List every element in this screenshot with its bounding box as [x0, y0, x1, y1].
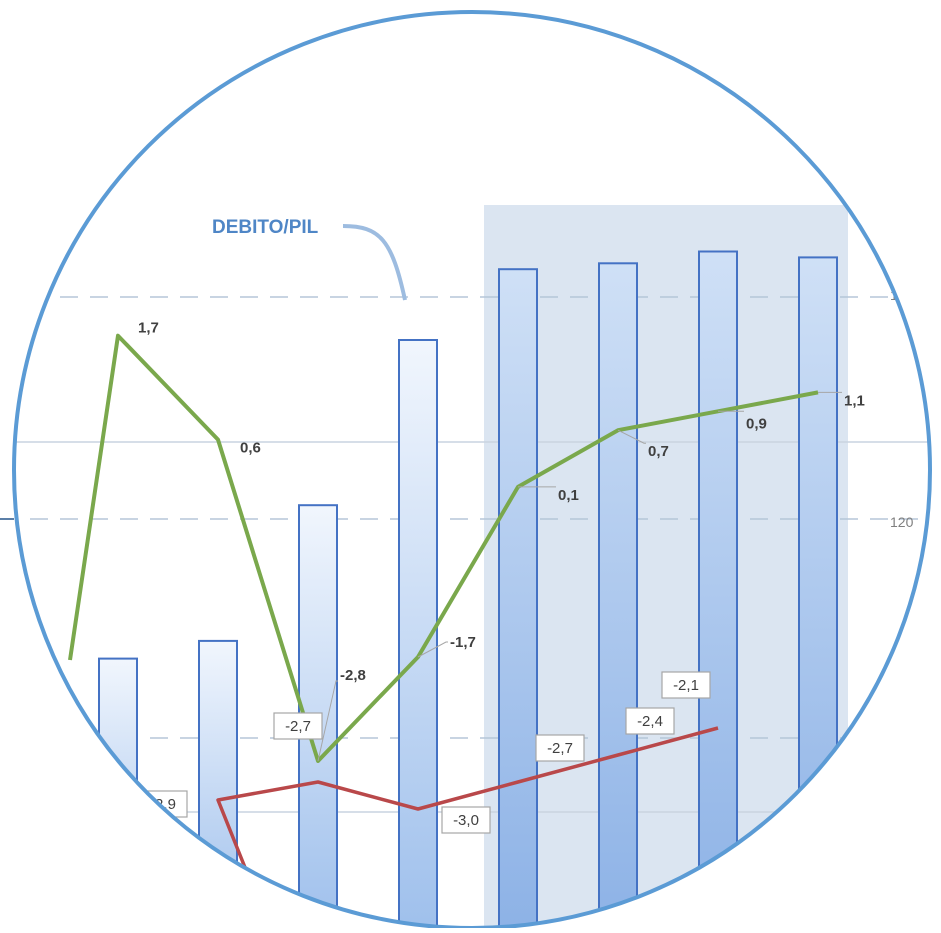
series-red-label-box-5 [535, 734, 585, 762]
bar-6 [598, 262, 638, 928]
series-green-label-7: 0,9 [746, 415, 767, 432]
series-green-leader-6 [617, 429, 646, 444]
series-green-label-8: 1,1 [844, 392, 865, 409]
series-green-leader-4 [417, 641, 448, 658]
chart-title: DEBITO/PIL [212, 217, 319, 238]
bar-1 [98, 657, 138, 928]
series-red-label-4: -3,0 [453, 812, 479, 829]
title-leader-line [342, 224, 407, 301]
bar-7 [698, 250, 738, 928]
series-green-label-4: -1,7 [450, 634, 476, 651]
series-red-label-7: -2,1 [673, 677, 699, 694]
bar-2 [198, 639, 238, 928]
series-red-label-box-3 [273, 712, 323, 740]
series-green-leader-3 [317, 680, 338, 762]
series-green-label-6: 0,7 [648, 443, 669, 460]
bar-8 [798, 256, 838, 928]
series-red-label-box-7 [661, 671, 711, 699]
bar-5 [498, 268, 538, 928]
series-red-label-box-4 [441, 806, 491, 834]
series-red-label-6: -2,4 [637, 713, 663, 730]
series-green-label-1: 1,7 [138, 320, 159, 337]
series-red-line [216, 726, 719, 881]
right-axis-tick-2: 120 [890, 514, 914, 530]
series-red-label-3: -2,7 [285, 718, 311, 735]
series-green-label-2: 0,6 [240, 440, 261, 457]
lens-content: 1,70,6-2,8-1,70,10,70,91,1-2,9-2,7-3,0-2… [14, 205, 930, 928]
series-green-label-5: 0,1 [558, 487, 579, 504]
data-labels: 1,70,6-2,8-1,70,10,70,91,1-2,9-2,7-3,0-2… [138, 320, 865, 834]
series-green-label-3: -2,8 [340, 667, 366, 684]
forecast-shade-region [484, 205, 848, 928]
series-red-label-box-6 [625, 707, 675, 735]
series-red-label-5: -2,7 [547, 740, 573, 757]
